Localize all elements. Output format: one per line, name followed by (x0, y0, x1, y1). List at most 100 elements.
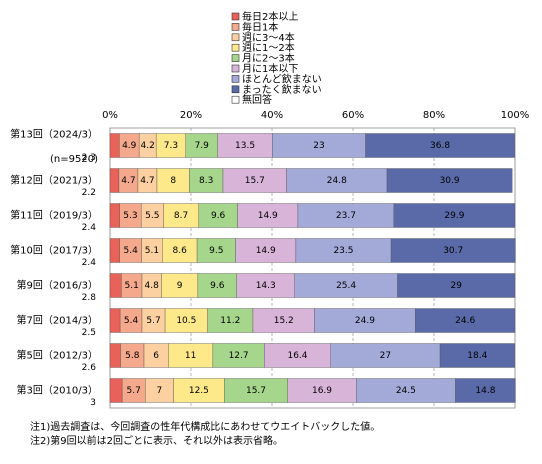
legend-swatch (231, 95, 240, 104)
value-label: 13.5 (235, 141, 255, 151)
legend-label: ほとんど飲まない (242, 72, 322, 85)
value-label: 14.8 (475, 386, 495, 396)
value-label: 9 (177, 281, 183, 291)
value-label: 11 (185, 351, 196, 361)
bar-segment (109, 133, 120, 158)
value-label: 8.7 (174, 211, 188, 221)
value-label: 29 (451, 281, 463, 291)
legend-swatch (231, 64, 240, 73)
value-label: 24.8 (327, 176, 347, 186)
value-label: 9.6 (210, 281, 225, 291)
bar-segment (109, 273, 122, 298)
bar-segment (189, 168, 224, 193)
value-label: 3 (90, 398, 96, 408)
bar-segment (222, 168, 287, 193)
bar-segment (155, 133, 186, 158)
value-label: 7 (157, 386, 163, 396)
value-label: 2.8 (82, 293, 97, 303)
bar-segment (455, 378, 516, 403)
y-tick-label: 第10回（2017/3） (10, 244, 98, 257)
value-label: 16.4 (287, 351, 307, 361)
y-tick-label: 第9回（2016/3） (16, 279, 98, 292)
legend-label: 毎日1本 (242, 20, 278, 33)
value-label: 30.7 (443, 246, 463, 256)
value-label: 2.5 (82, 328, 96, 338)
legend-swatch (231, 12, 240, 21)
y-tick-label: 第3回（2010/3） (16, 384, 98, 397)
y-tick-label: 第13回（2024/3） (10, 128, 98, 141)
value-label: 16.9 (312, 386, 332, 396)
legend-swatch (231, 85, 240, 94)
y-tick-label: 第5回（2012/3） (16, 349, 98, 362)
value-label: 2.2 (82, 188, 96, 198)
bar-segment (109, 378, 123, 403)
bar-segment (294, 273, 398, 298)
bar-segment (212, 343, 265, 368)
bar-segment (198, 203, 238, 228)
value-label: 14.3 (256, 281, 276, 291)
bar-segment (286, 168, 388, 193)
bar-segment (236, 273, 295, 298)
x-tick-label: 60% (342, 110, 364, 121)
x-tick-label: 80% (423, 110, 445, 121)
value-label: 30.9 (440, 176, 460, 186)
bar-segment (393, 203, 516, 228)
value-label: 5.1 (125, 281, 139, 291)
bar-segment (386, 168, 513, 193)
bar-segment (235, 238, 297, 263)
value-label: 5.5 (145, 211, 159, 221)
bar-segment (143, 343, 169, 368)
bar-segment (264, 343, 331, 368)
value-label: 8.6 (172, 246, 187, 256)
bar-segment (397, 273, 516, 298)
bar-segment (163, 203, 199, 228)
value-label: 9.5 (209, 246, 223, 256)
bar-segment (314, 308, 416, 333)
value-label: 25.4 (336, 281, 356, 291)
legend-swatch (231, 43, 240, 52)
value-label: 4.8 (145, 281, 160, 291)
bar-segment (109, 203, 120, 228)
x-tick-label: 100% (501, 110, 530, 121)
value-label: 24.5 (396, 386, 416, 396)
value-label: 23 (313, 141, 324, 151)
bar-segment (415, 308, 516, 333)
bar-segment (173, 378, 225, 403)
bar-segment (161, 273, 199, 298)
legend-label: 月に1本以下 (242, 62, 298, 75)
bar-segment (439, 343, 515, 368)
legend-label: 週に1～2本 (242, 41, 295, 54)
bar-segment (287, 378, 357, 403)
value-label: 15.2 (274, 316, 294, 326)
bar-segment (252, 308, 315, 333)
bar-segment (217, 133, 273, 158)
legend-label: 週に3～4本 (242, 31, 295, 44)
value-label: 9.6 (211, 211, 226, 221)
value-label: 4.7 (121, 176, 135, 186)
bar-segment (365, 133, 515, 158)
value-label: 5.4 (123, 246, 138, 256)
legend-label: まったく飲まない (242, 83, 322, 96)
value-label: 29.9 (444, 211, 464, 221)
value-label: 8.3 (199, 176, 213, 186)
value-label: 7.3 (164, 141, 178, 151)
value-label: 11.2 (220, 316, 240, 326)
value-label: 4.2 (141, 141, 155, 151)
value-label: 2.6 (82, 363, 97, 373)
value-label: 23.7 (336, 211, 356, 221)
bar-segment (330, 343, 441, 368)
value-label: 5.7 (127, 386, 141, 396)
bar-segment (185, 133, 218, 158)
value-label: 5.7 (146, 316, 160, 326)
y-tick-label: 第12回（2021/3） (10, 174, 98, 187)
value-label: 24.6 (455, 316, 475, 326)
bar-segment (109, 168, 120, 193)
value-label: 5.8 (125, 351, 140, 361)
bar-segment (237, 203, 299, 228)
value-label: 15.7 (246, 386, 266, 396)
value-label: 15.7 (245, 176, 265, 186)
value-label: 18.4 (467, 351, 487, 361)
legend-label: 月に2～3本 (242, 52, 295, 65)
bar-segment (390, 238, 516, 263)
